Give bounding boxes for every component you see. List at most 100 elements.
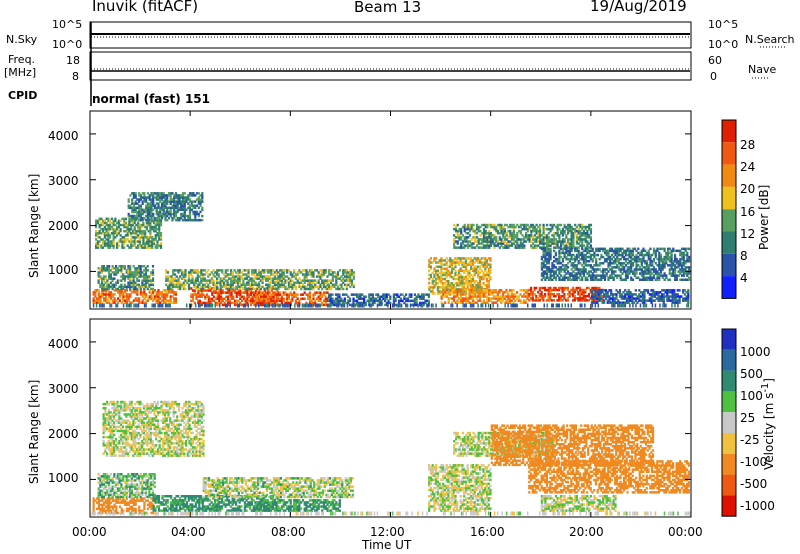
power-cell [106,279,109,282]
power-cell [114,236,117,239]
power-cell [104,299,107,302]
power-cell [134,289,137,292]
power-cell [118,265,121,268]
power-cell [99,293,102,296]
power-cell [141,299,144,302]
power-cell [109,269,112,272]
power-cell [102,227,105,231]
power-cell [104,287,107,291]
power-cell [97,301,100,304]
power-cell [99,267,102,270]
power-cell [589,236,592,239]
power-cell [127,273,130,276]
power-cell [124,221,127,225]
power-cell [137,285,140,289]
power-cell [104,281,107,284]
power-cell [117,297,120,300]
power-cell [99,301,102,304]
power-cell [123,285,126,289]
power-cell [118,295,121,298]
power-cell [119,238,122,241]
power-cell [139,275,142,278]
power-cell [137,269,140,272]
power-cell [150,281,153,284]
power-cell [570,247,573,251]
power-cell [98,225,101,229]
power-cell [103,297,106,300]
power-cell [352,283,355,287]
power-cell [141,291,144,294]
power-cell [100,246,103,249]
power-cell [143,279,146,282]
power-cell [148,291,151,294]
power-cell [151,287,155,291]
power-cell [110,293,113,296]
power-cell [120,275,123,278]
power-cell [134,287,137,291]
power-cell [146,269,149,272]
power-cell [115,267,118,270]
power-cell [101,271,104,274]
power-cell [122,265,125,268]
power-cell [100,223,103,227]
power-cell [659,253,663,257]
power-cell [151,273,155,276]
power-cell [109,246,112,249]
power-cell [102,277,105,280]
power-cell [96,232,99,235]
power-cell [171,291,174,294]
power-cell [145,301,148,304]
power-cell [546,223,549,227]
power-cell [169,297,172,300]
power-cell [109,277,112,280]
power-cell [102,221,105,225]
power-cell [116,227,119,231]
power-cell [191,275,194,278]
power-cell [155,299,158,302]
power-cell [139,265,142,268]
power-cell [127,277,130,280]
power-cell [102,269,105,272]
power-cell [129,287,132,291]
power-cell [544,293,547,296]
power-cell [105,217,108,221]
power-cell [116,287,119,291]
power-cell [105,227,108,231]
power-cell [92,291,95,294]
power-cell [94,289,97,292]
power-cell [104,297,107,300]
power-cell [150,279,153,282]
power-cell [143,291,146,294]
power-cell [102,219,105,223]
power-cell [109,221,112,225]
power-cell [542,223,545,227]
power-cell [461,289,464,292]
power-cell [104,291,107,294]
power-cell [100,244,103,247]
power-cell [96,236,99,239]
power-cell [113,271,116,274]
power-cell [127,269,130,272]
velocity-ytick-4000: 4000 [48,337,79,351]
power-cell [111,293,114,296]
power-cell [116,279,119,282]
power-cell [110,291,113,294]
power-cell [159,232,163,235]
power-cell [127,283,130,287]
freq-label: Freq. [8,53,36,66]
power-cell [567,266,570,269]
power-cell [102,229,105,233]
power-cell [125,287,128,291]
power-cell [115,283,118,287]
power-cell [132,273,135,276]
power-cell [167,299,171,302]
power-cell [112,240,115,243]
power-cell [97,289,100,292]
power-cell [139,291,142,294]
power-cell [107,219,110,223]
power-cell [174,291,178,294]
power-cell [117,219,120,223]
power-cell [143,293,146,296]
power-cell [116,246,119,249]
power-cell [162,299,165,302]
